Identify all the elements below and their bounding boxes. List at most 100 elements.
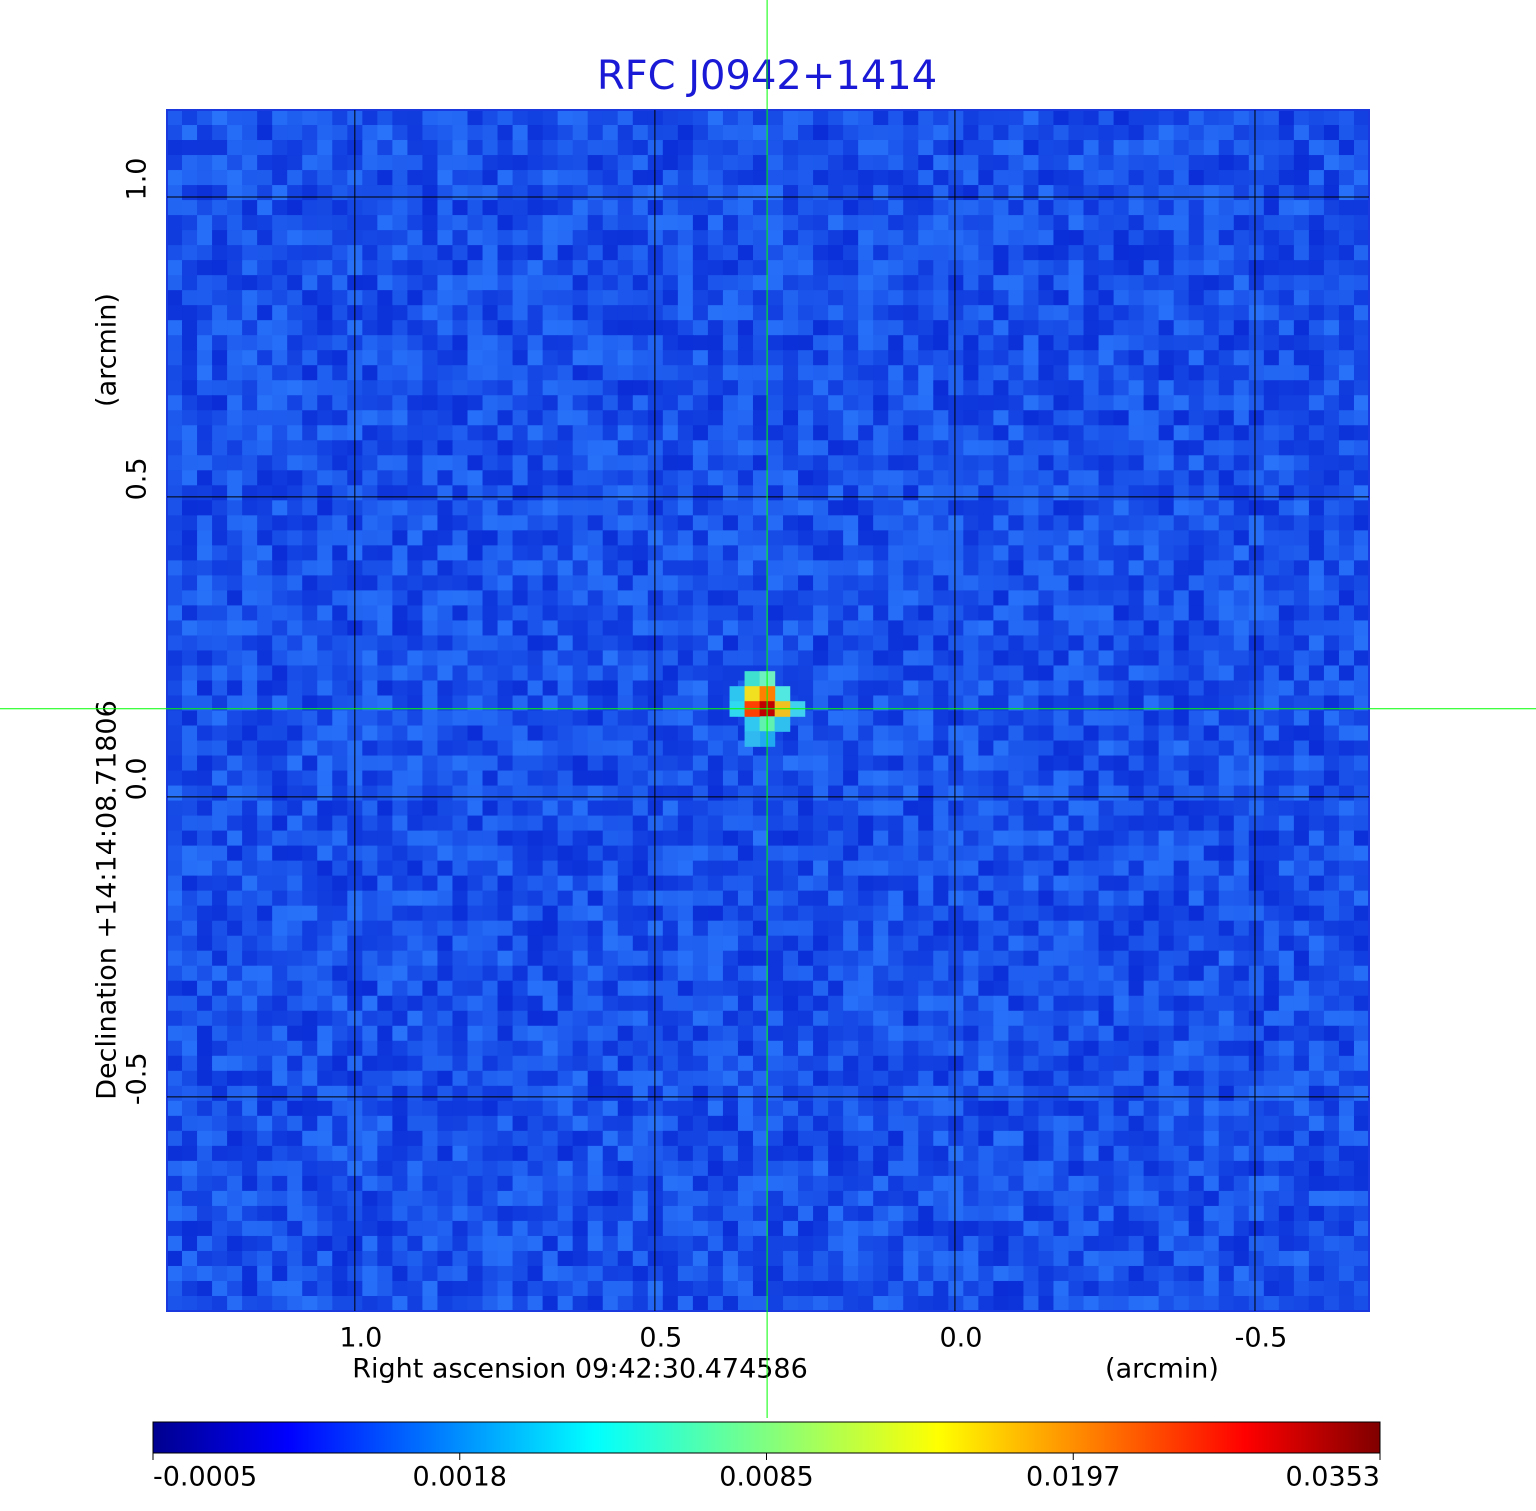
- noise-pixel: [918, 320, 934, 336]
- noise-pixel: [182, 635, 198, 652]
- noise-pixel: [752, 965, 769, 982]
- noise-pixel: [873, 815, 889, 832]
- noise-pixel: [1023, 560, 1040, 576]
- noise-pixel: [272, 575, 288, 591]
- noise-pixel: [557, 260, 574, 276]
- noise-pixel: [377, 395, 393, 411]
- noise-pixel: [1023, 965, 1040, 982]
- noise-pixel: [1008, 1010, 1025, 1027]
- noise-pixel: [482, 530, 499, 546]
- noise-pixel: [422, 650, 439, 667]
- noise-pixel: [512, 995, 529, 1012]
- noise-pixel: [287, 230, 303, 246]
- noise-pixel: [677, 395, 694, 411]
- noise-pixel: [1098, 500, 1115, 516]
- noise-pixel: [1128, 440, 1145, 456]
- noise-pixel: [617, 260, 634, 276]
- noise-pixel: [978, 530, 994, 546]
- noise-pixel: [212, 425, 228, 441]
- noise-pixel: [1278, 635, 1295, 652]
- noise-pixel: [212, 545, 228, 561]
- noise-pixel: [1038, 335, 1055, 351]
- noise-pixel: [362, 500, 378, 516]
- noise-pixel: [1338, 545, 1355, 561]
- noise-pixel: [1263, 425, 1280, 441]
- noise-pixel: [1173, 170, 1190, 186]
- noise-pixel: [302, 455, 318, 471]
- noise-pixel: [1263, 1025, 1280, 1042]
- noise-pixel: [888, 815, 904, 832]
- noise-pixel: [963, 470, 979, 486]
- noise-pixel: [602, 710, 619, 727]
- noise-pixel: [1323, 155, 1340, 171]
- noise-pixel: [1023, 980, 1040, 997]
- noise-pixel: [1293, 350, 1310, 366]
- noise-pixel: [677, 500, 694, 516]
- noise-pixel: [707, 470, 724, 486]
- noise-pixel: [1353, 980, 1370, 997]
- noise-pixel: [813, 365, 829, 381]
- noise-pixel: [993, 740, 1009, 757]
- noise-pixel: [1023, 305, 1040, 321]
- noise-pixel: [783, 620, 799, 637]
- noise-pixel: [1263, 635, 1280, 652]
- noise-pixel: [828, 935, 844, 952]
- noise-pixel: [993, 530, 1009, 546]
- noise-pixel: [783, 770, 799, 787]
- noise-pixel: [362, 635, 378, 652]
- noise-pixel: [467, 860, 484, 877]
- noise-pixel: [873, 470, 889, 486]
- noise-pixel: [1098, 545, 1115, 561]
- noise-pixel: [317, 395, 333, 411]
- noise-pixel: [272, 125, 288, 141]
- noise-pixel: [407, 725, 424, 742]
- noise-pixel: [527, 650, 544, 667]
- noise-pixel: [993, 110, 1009, 126]
- noise-pixel: [978, 620, 994, 637]
- noise-pixel: [1338, 185, 1355, 201]
- noise-pixel: [798, 665, 814, 682]
- noise-pixel: [512, 440, 529, 456]
- noise-pixel: [437, 980, 454, 997]
- noise-pixel: [257, 710, 273, 727]
- noise-pixel: [317, 665, 333, 682]
- noise-pixel: [1053, 845, 1070, 862]
- noise-pixel: [212, 245, 228, 261]
- noise-pixel: [662, 305, 679, 321]
- noise-pixel: [392, 725, 408, 742]
- noise-pixel: [1338, 200, 1355, 216]
- noise-pixel: [993, 845, 1009, 862]
- noise-pixel: [482, 395, 499, 411]
- noise-pixel: [1128, 590, 1145, 607]
- noise-pixel: [1293, 560, 1310, 576]
- noise-pixel: [212, 470, 228, 486]
- noise-pixel: [858, 650, 874, 667]
- noise-pixel: [332, 425, 348, 441]
- noise-pixel: [1143, 410, 1160, 426]
- noise-pixel: [557, 950, 574, 967]
- noise-pixel: [1293, 200, 1310, 216]
- noise-pixel: [1083, 215, 1100, 231]
- noise-pixel: [1023, 335, 1040, 351]
- noise-pixel: [722, 920, 739, 937]
- noise-pixel: [1233, 875, 1250, 892]
- noise-pixel: [707, 170, 724, 186]
- noise-pixel: [1278, 1025, 1295, 1042]
- noise-pixel: [542, 800, 559, 817]
- noise-pixel: [1008, 800, 1025, 817]
- noise-pixel: [993, 410, 1009, 426]
- noise-pixel: [1293, 155, 1310, 171]
- noise-pixel: [257, 410, 273, 426]
- noise-pixel: [1278, 530, 1295, 546]
- noise-pixel: [858, 215, 874, 231]
- noise-pixel: [933, 980, 949, 997]
- noise-pixel: [227, 215, 243, 231]
- noise-pixel: [647, 365, 664, 381]
- noise-pixel: [242, 800, 258, 817]
- noise-pixel: [1293, 845, 1310, 862]
- noise-pixel: [377, 185, 393, 201]
- noise-pixel: [1158, 110, 1175, 126]
- noise-pixel: [1218, 965, 1235, 982]
- noise-pixel: [197, 515, 213, 531]
- noise-pixel: [707, 215, 724, 231]
